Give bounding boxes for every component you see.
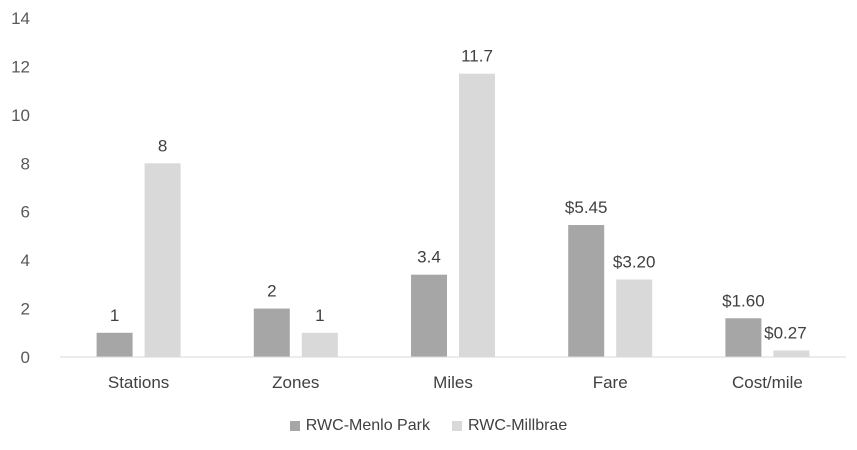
- x-category-label: Miles: [433, 373, 473, 392]
- x-category-label: Stations: [108, 373, 169, 392]
- y-tick-label: 12: [11, 57, 30, 76]
- bar-series-1-fare: [568, 225, 604, 357]
- y-tick-label: 10: [11, 106, 30, 125]
- data-label: $5.45: [565, 198, 608, 217]
- bar-series-2-cost-mile: [773, 350, 809, 357]
- data-label: 1: [110, 306, 119, 325]
- y-tick-label: 6: [21, 203, 30, 222]
- y-tick-label: 4: [21, 251, 30, 270]
- y-tick-label: 2: [21, 300, 30, 319]
- y-tick-label: 14: [11, 9, 30, 28]
- bar-series-1-miles: [411, 275, 447, 357]
- y-axis-ticks: 0 2 4 6 8 10 12 14: [11, 9, 30, 367]
- bar-series-1-cost-mile: [725, 318, 761, 357]
- legend-label-series-1: RWC-Menlo Park: [306, 417, 430, 435]
- y-tick-label: 8: [21, 154, 30, 173]
- bar-series-2-miles: [459, 74, 495, 357]
- data-label: $1.60: [722, 291, 765, 310]
- bar-series-1-stations: [97, 333, 133, 357]
- legend-item-series-2: RWC-Millbrae: [452, 417, 567, 435]
- bar-series-1-zones: [254, 309, 290, 357]
- legend: RWC-Menlo Park RWC-Millbrae: [0, 417, 857, 435]
- x-category-label: Cost/mile: [732, 373, 803, 392]
- data-label: 3.4: [417, 248, 441, 267]
- data-label: 1: [315, 306, 324, 325]
- data-labels: 1 8 2 1 3.4 11.7 $5.45 $3.20 $1.60 $0.27: [110, 47, 807, 343]
- legend-swatch-series-2: [452, 421, 462, 431]
- legend-item-series-1: RWC-Menlo Park: [290, 417, 430, 435]
- data-label: $0.27: [764, 323, 807, 342]
- x-axis-categories: Stations Zones Miles Fare Cost/mile: [108, 373, 803, 392]
- data-label: 2: [267, 282, 276, 301]
- x-category-label: Zones: [272, 373, 319, 392]
- bar-series-2-zones: [302, 333, 338, 357]
- y-tick-label: 0: [21, 348, 30, 367]
- legend-swatch-series-1: [290, 421, 300, 431]
- data-label: 11.7: [461, 47, 493, 66]
- x-category-label: Fare: [593, 373, 628, 392]
- bars: [97, 74, 810, 357]
- legend-label-series-2: RWC-Millbrae: [468, 417, 567, 435]
- data-label: $3.20: [613, 253, 656, 272]
- bar-series-2-fare: [616, 280, 652, 357]
- bar-chart: 0 2 4 6 8 10 12 14 1 8 2 1 3.4 11.7 $5.45 $3.20 $1.60 $0…: [0, 0, 857, 410]
- data-label: 8: [158, 136, 167, 155]
- bar-series-2-stations: [145, 163, 181, 357]
